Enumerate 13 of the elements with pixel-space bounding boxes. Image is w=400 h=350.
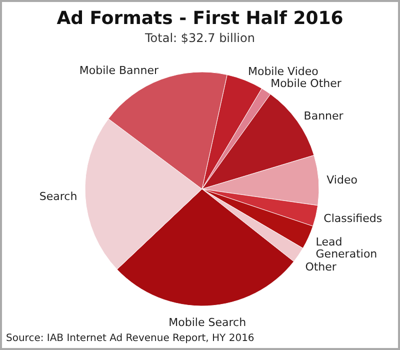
slice-label: Search xyxy=(39,190,78,204)
slice-label: Video xyxy=(326,173,358,186)
slice-label: Other xyxy=(305,260,337,274)
source-note: Source: IAB Internet Ad Revenue Report, HY 2016 xyxy=(6,333,254,344)
chart-title: Ad Formats - First Half 2016 xyxy=(56,8,344,29)
chart-subtitle: Total: $32.7 billion xyxy=(144,31,255,45)
slice-label: Mobile Search xyxy=(168,316,246,329)
slice-label: Mobile Video xyxy=(248,64,319,78)
slice-label: Mobile Other xyxy=(270,76,342,90)
slice-label: Banner xyxy=(304,109,344,122)
slice-label: Lead Generation xyxy=(316,236,378,261)
slice-label: Classifieds xyxy=(324,212,382,226)
slice-label: Mobile Banner xyxy=(79,64,159,77)
